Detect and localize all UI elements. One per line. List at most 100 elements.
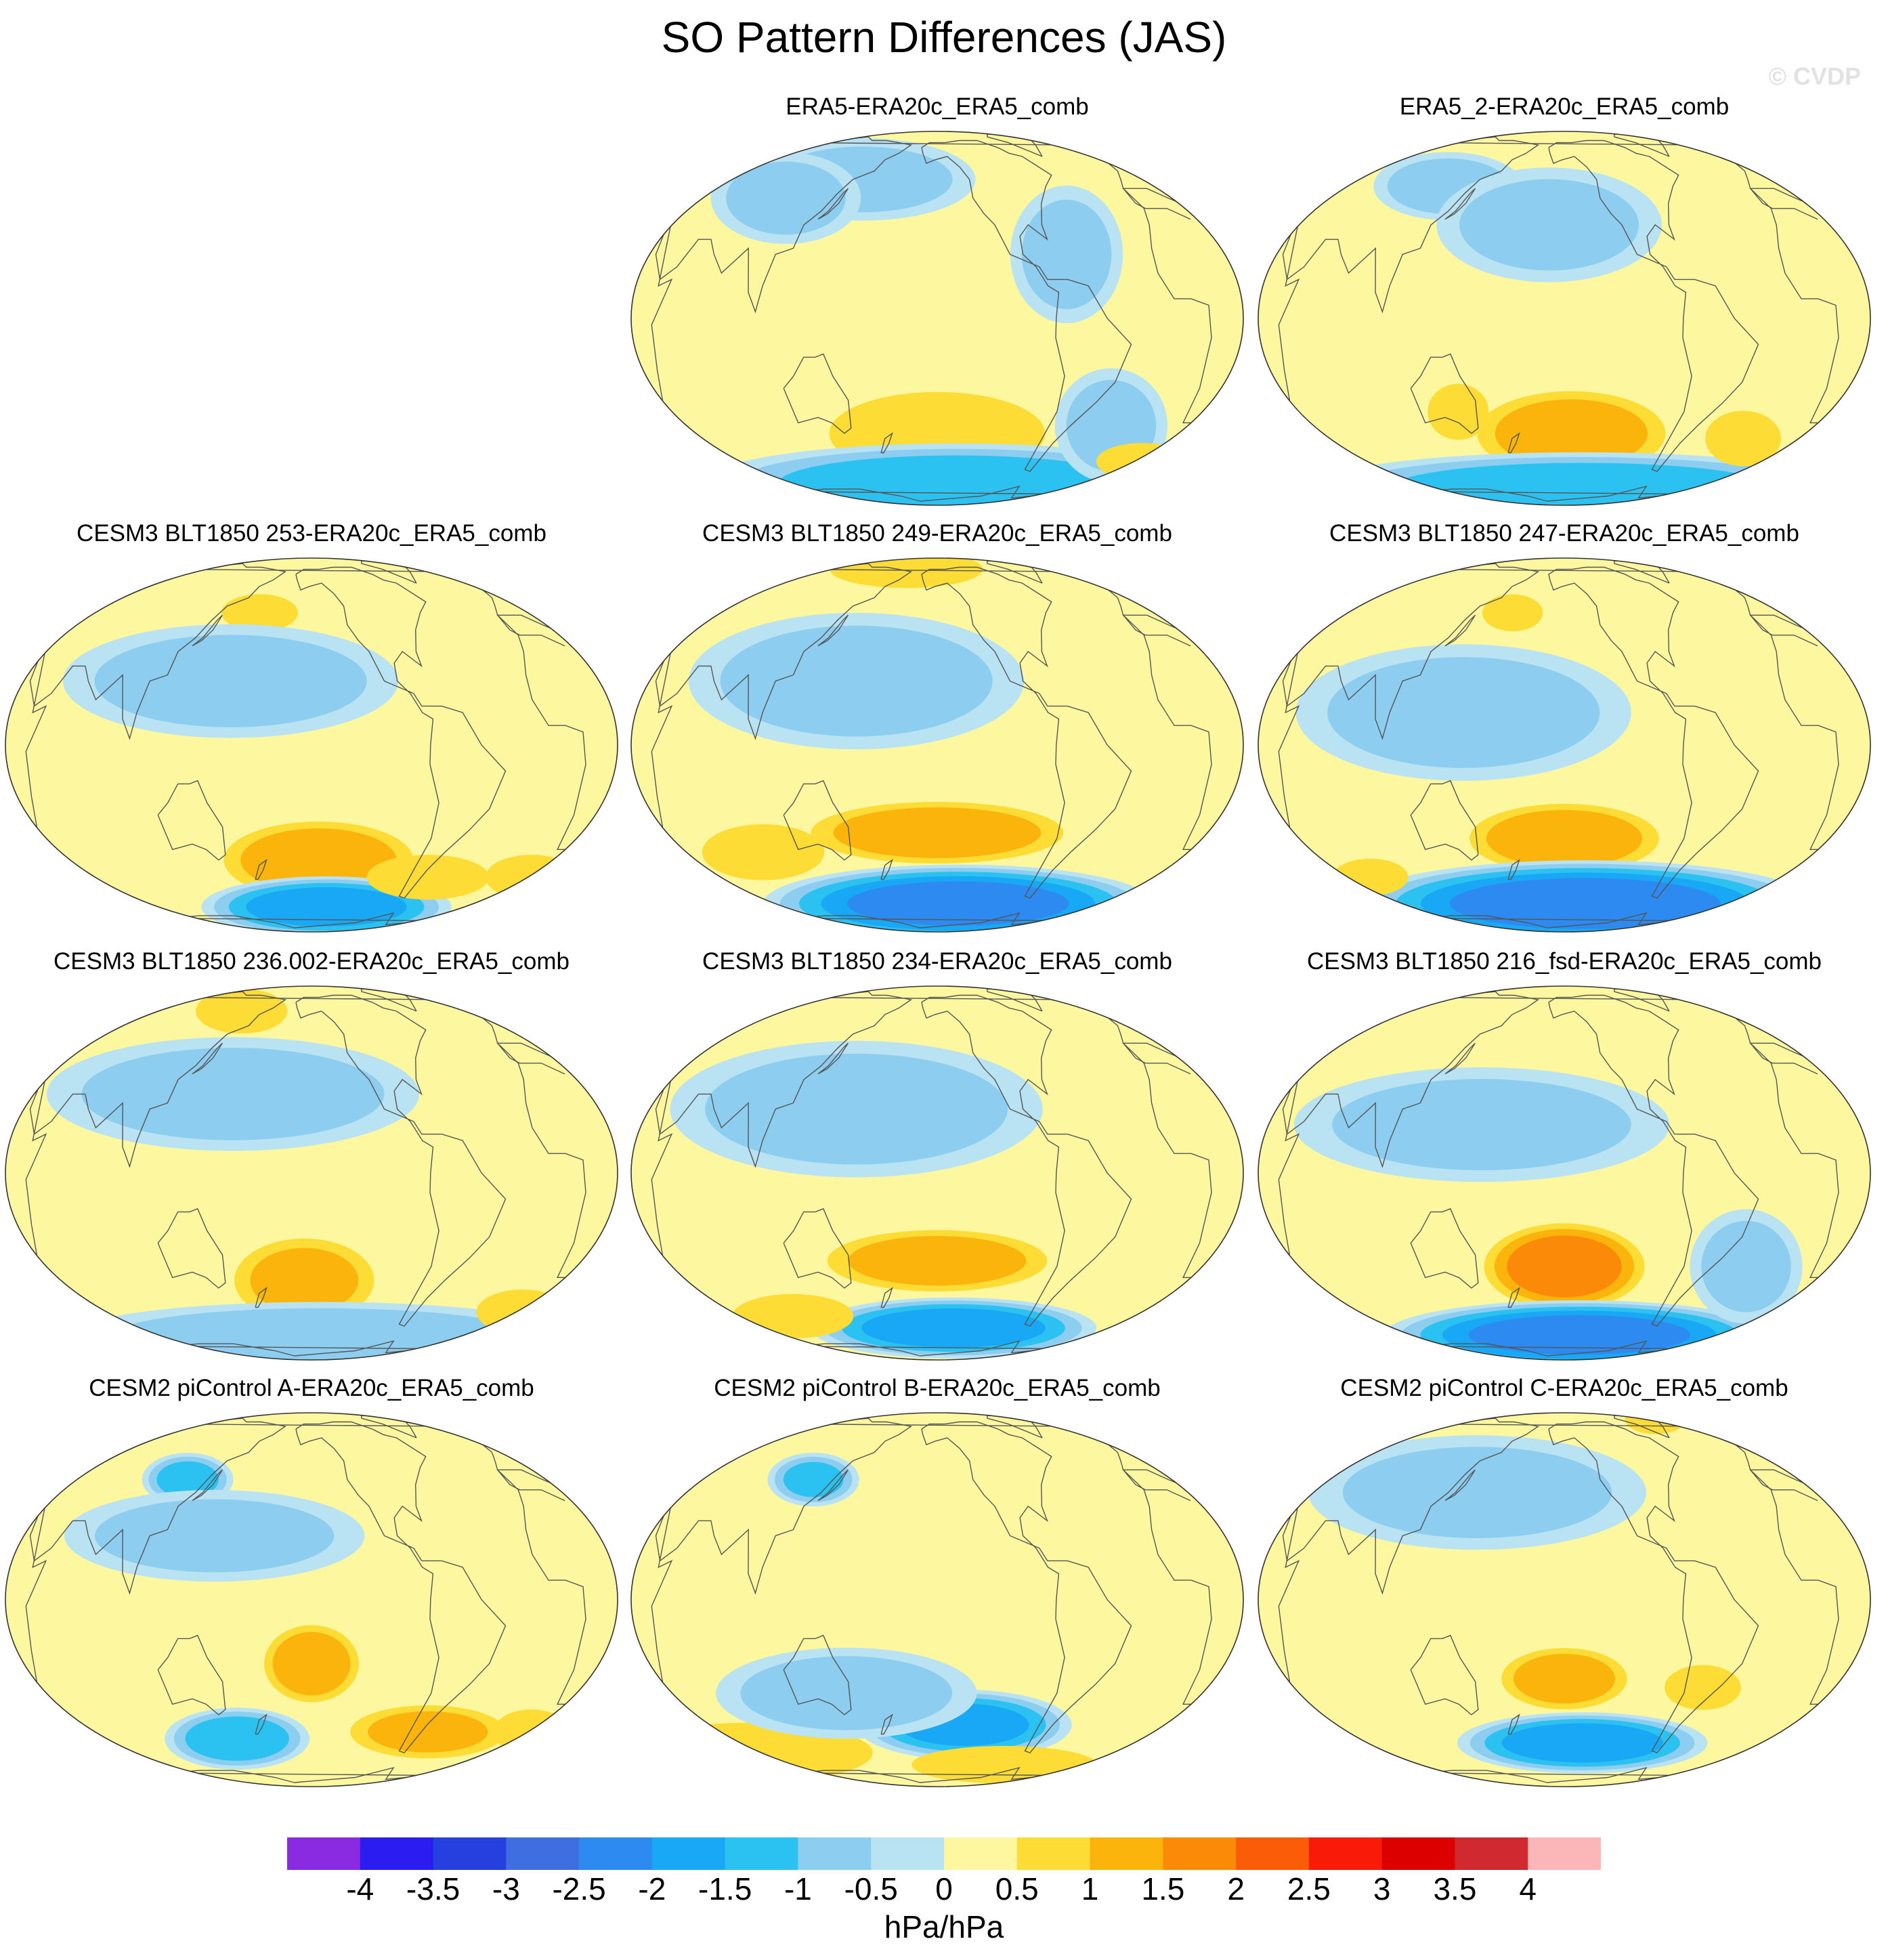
coastline [1282, 1418, 1540, 1595]
cvdp-watermark: © CVDP [1768, 62, 1861, 90]
coastline [651, 645, 673, 828]
map-svg [5, 1412, 618, 1787]
coastline [1548, 140, 1759, 472]
coastline [1548, 566, 1759, 899]
colorbar-box [1016, 1837, 1091, 1870]
map-svg [5, 557, 618, 933]
coastline [817, 188, 849, 220]
coastline [1282, 991, 1540, 1168]
coastline [157, 1634, 226, 1716]
coastline [1507, 859, 1520, 880]
colorbar-box [433, 1837, 507, 1870]
coastline [655, 563, 913, 740]
panel-title: CESM2 piControl A-ERA20c_ERA5_comb [89, 1375, 534, 1401]
anomaly-contour [1096, 443, 1187, 480]
coastline [655, 991, 913, 1168]
anomaly-contour [1501, 1723, 1663, 1763]
coastline [1548, 994, 1759, 1327]
map-outline [5, 1412, 618, 1787]
colorbar-tick-label: 1.5 [1141, 1871, 1185, 1906]
colorbar-tick-label: -3 [492, 1871, 520, 1906]
map-svg [1258, 557, 1871, 933]
colorbar-tick-label: -1 [784, 1871, 812, 1906]
coastline [192, 1469, 223, 1501]
coastline [29, 563, 287, 740]
colorbar-units: hPa/hPa [884, 1909, 1004, 1944]
coastline [651, 219, 673, 401]
anomaly-contour [1701, 1220, 1791, 1313]
coastline [192, 614, 223, 647]
map-outline [5, 557, 618, 933]
anomaly-contour [1495, 399, 1648, 468]
panel-title: ERA5_2-ERA20c_ERA5_comb [1399, 93, 1730, 120]
map-svg [5, 985, 618, 1361]
anomaly-contour [833, 807, 1042, 859]
panel-title: ERA5-ERA20c_ERA5_comb [786, 93, 1089, 120]
anomaly-contour [81, 1048, 385, 1141]
anomaly-contour [1021, 199, 1112, 310]
map-panel: CESM2 piControl A-ERA20c_ERA5_comb [0, 1375, 623, 1808]
coastline [1548, 1421, 1759, 1753]
colorbar-tick-label: 4 [1519, 1871, 1537, 1906]
map-svg [1258, 1412, 1871, 1787]
map-panel: CESM3 BLT1850 236.002-ERA20c_ERA5_comb [0, 948, 623, 1382]
coastline [255, 859, 267, 880]
coastline [1444, 614, 1476, 647]
anomaly-contour [272, 1632, 351, 1696]
map-outline [630, 985, 1244, 1361]
anomaly-contour [1513, 1653, 1616, 1704]
map-outline [630, 557, 1244, 933]
map-svg [630, 131, 1244, 506]
anomaly-contour [1459, 179, 1639, 271]
colorbar-tick-label: -2.5 [552, 1871, 606, 1906]
coastline [1444, 188, 1476, 220]
anomaly-contour [1665, 1665, 1741, 1710]
map-panel: CESM3 BLT1850 249-ERA20c_ERA5_comb [626, 520, 1249, 954]
anomaly-contour [1327, 657, 1600, 768]
coastline [255, 1713, 267, 1735]
coastline [1507, 1713, 1520, 1735]
colorbar-box [944, 1837, 1018, 1870]
map-svg [1258, 985, 1871, 1361]
anomaly-contour [240, 828, 397, 892]
panel-title: CESM3 BLT1850 234-ERA20c_ERA5_comb [702, 948, 1172, 975]
anomaly-contour [185, 1716, 289, 1761]
anomaly-contour [1428, 383, 1489, 440]
coastline [157, 1208, 226, 1289]
map-outline [5, 985, 618, 1361]
coastline [1410, 1634, 1479, 1716]
coastline [25, 1500, 47, 1682]
panel-title: CESM3 BLT1850 236.002-ERA20c_ERA5_comb [53, 948, 570, 975]
background-field [5, 1413, 618, 1787]
panel-title: CESM3 BLT1850 216_fsd-ERA20c_ERA5_comb [1306, 948, 1822, 975]
map-panel: ERA5_2-ERA20c_ERA5_comb [1253, 93, 1876, 527]
colorbar-box [651, 1837, 726, 1870]
anomaly-contour [1342, 1447, 1612, 1539]
coastline [1507, 432, 1520, 454]
coastline [783, 353, 852, 434]
panel-title: CESM2 piControl C-ERA20c_ERA5_comb [1340, 1375, 1788, 1401]
coastline [921, 1421, 1132, 1753]
anomaly-contour [911, 1745, 1097, 1784]
map-panel: CESM2 piControl C-ERA20c_ERA5_comb [1253, 1375, 1876, 1808]
anomaly-contour [1486, 809, 1643, 868]
coastline [29, 1418, 287, 1595]
anomaly-contour [493, 1709, 570, 1755]
coastline [295, 994, 507, 1327]
anomaly-contour [720, 625, 993, 737]
coastline [295, 1421, 507, 1753]
map-svg [630, 1412, 1244, 1787]
panel-title: CESM2 piControl B-ERA20c_ERA5_comb [714, 1375, 1161, 1401]
map-panel: ERA5-ERA20c_ERA5_comb [626, 93, 1249, 527]
anomaly-contour [246, 887, 407, 927]
coastline [1507, 1287, 1520, 1308]
colorbar [287, 1837, 1601, 1870]
coastline [1444, 1469, 1476, 1501]
colorbar-tick-label: -1.5 [698, 1871, 752, 1906]
colorbar-tick-label: -0.5 [844, 1871, 898, 1906]
coastline [1410, 780, 1479, 861]
colorbar-box [725, 1837, 798, 1870]
coastline [25, 1073, 47, 1256]
coastline [783, 1634, 852, 1716]
anomaly-contour [95, 1499, 335, 1573]
